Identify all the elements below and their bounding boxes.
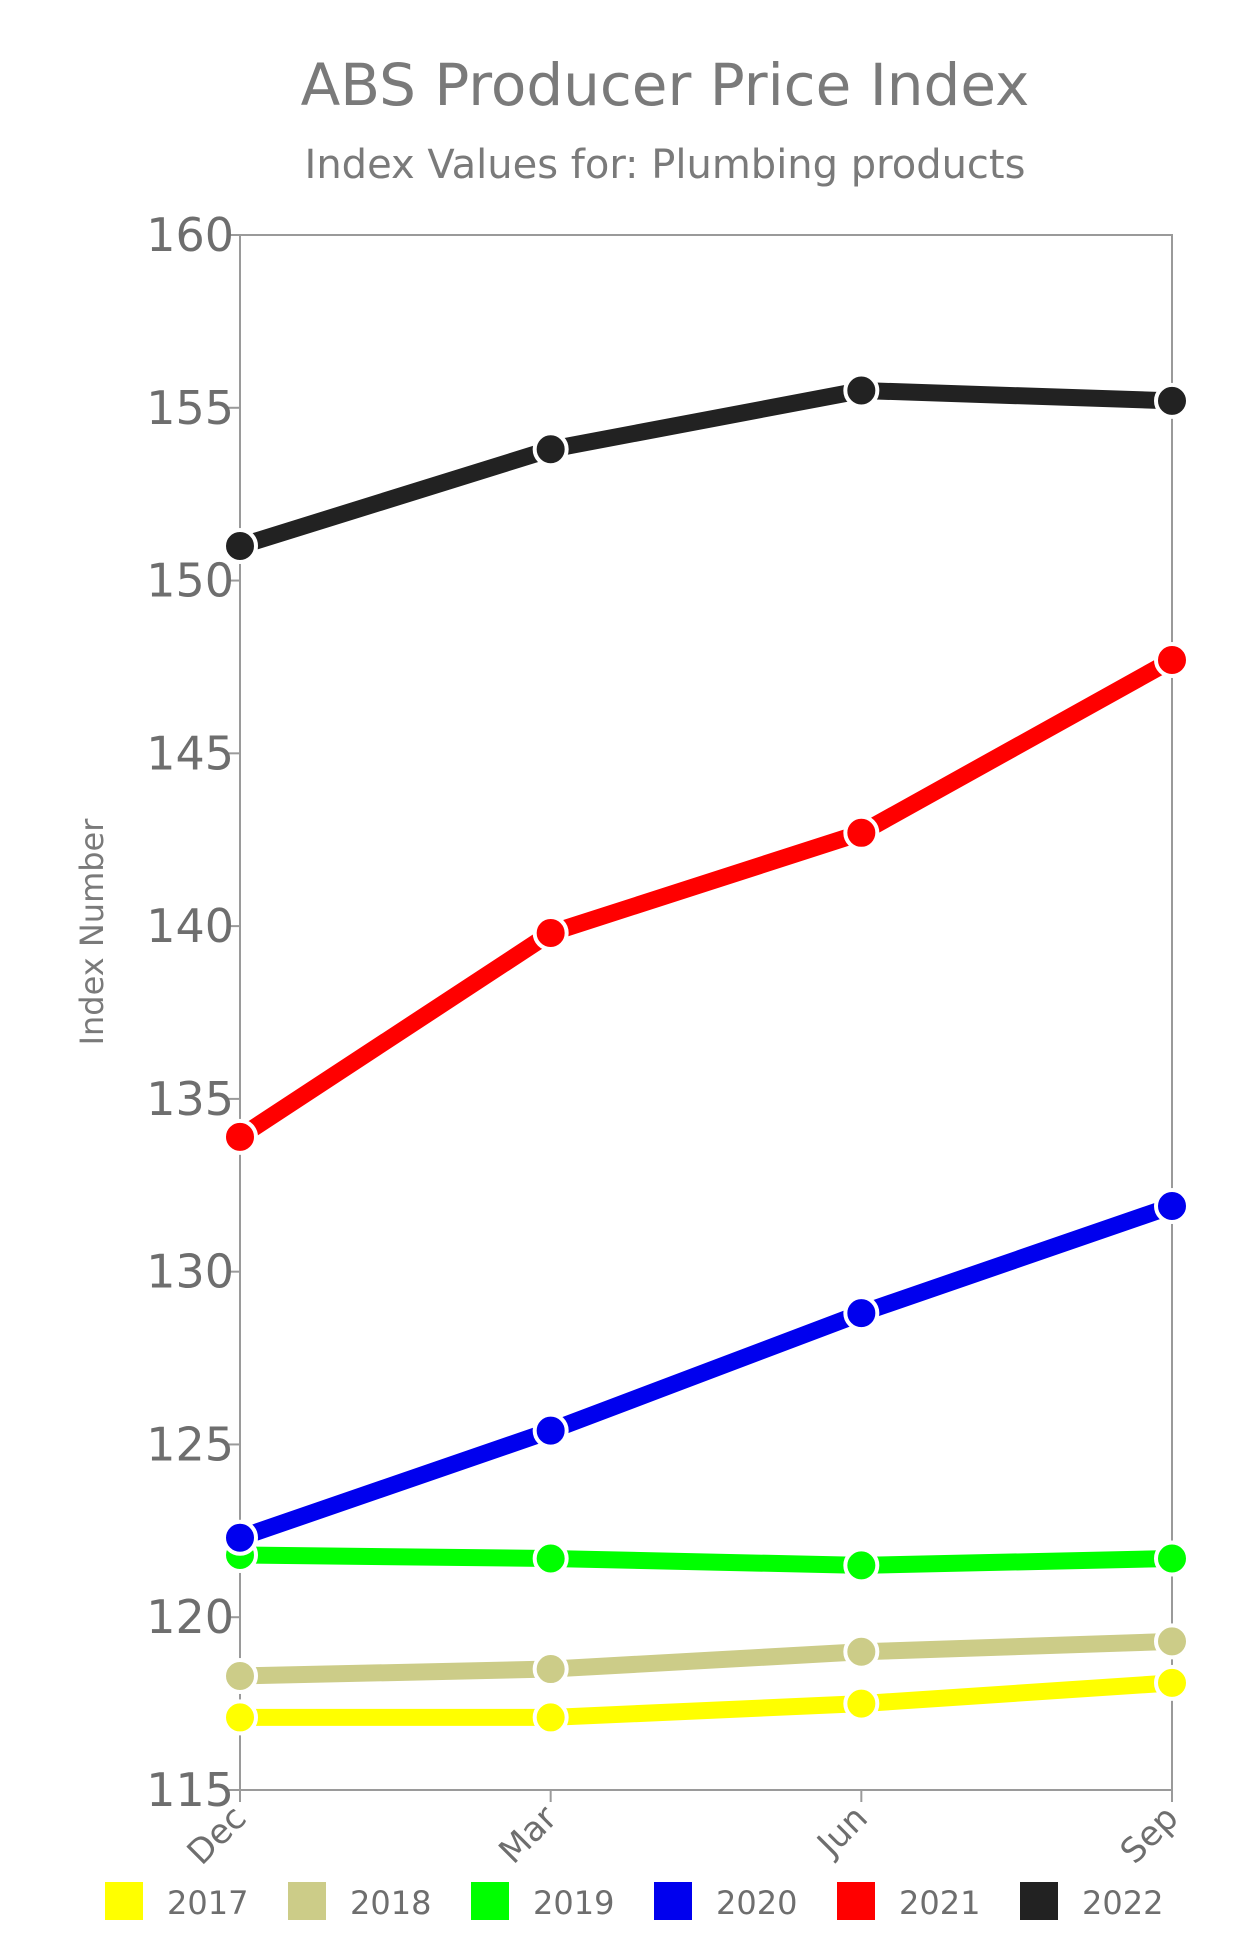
data-point[interactable] xyxy=(843,1547,880,1584)
data-point[interactable] xyxy=(843,1685,880,1722)
series-line xyxy=(231,1197,1181,1547)
data-point[interactable] xyxy=(843,1295,880,1332)
y-tick-label: 155 xyxy=(146,381,234,435)
legend-label: 2020 xyxy=(716,1884,797,1922)
series-2019 xyxy=(222,1537,1190,1584)
legend-item[interactable]: 2019 xyxy=(471,1882,614,1922)
y-tick-label: 115 xyxy=(146,1763,234,1817)
legend-item[interactable]: 2018 xyxy=(288,1882,431,1922)
x-tick-label: Jun xyxy=(808,1798,875,1865)
legend-label: 2019 xyxy=(533,1884,614,1922)
data-point[interactable] xyxy=(843,814,880,851)
y-tick-label: 140 xyxy=(146,899,234,953)
legend-swatch xyxy=(654,1882,692,1920)
data-point[interactable] xyxy=(843,1633,880,1670)
data-point[interactable] xyxy=(532,1699,569,1736)
y-tick-label: 130 xyxy=(146,1245,234,1299)
legend-label: 2018 xyxy=(350,1884,431,1922)
series-2020 xyxy=(222,1188,1190,1556)
data-point[interactable] xyxy=(222,528,258,564)
data-point[interactable] xyxy=(222,1657,258,1694)
y-tick-label: 135 xyxy=(146,1072,234,1126)
data-point[interactable] xyxy=(843,372,880,409)
data-point[interactable] xyxy=(532,1651,569,1688)
legend-item[interactable]: 2021 xyxy=(837,1882,980,1922)
legend: 2017 2018 2019 2020 2021 2022 xyxy=(105,1882,1163,1922)
legend-item[interactable]: 2020 xyxy=(654,1882,797,1922)
legend-swatch xyxy=(288,1882,326,1920)
chart-subtitle: Index Values for: Plumbing products xyxy=(305,142,1026,188)
y-tick-label: 145 xyxy=(146,726,234,780)
series-line xyxy=(231,1632,1181,1685)
series-line xyxy=(231,1674,1181,1726)
legend-item[interactable]: 2017 xyxy=(105,1882,248,1922)
data-point[interactable] xyxy=(1154,1540,1190,1577)
data-point[interactable] xyxy=(1154,1623,1190,1660)
x-tick-label: Sep xyxy=(1113,1798,1187,1872)
data-point[interactable] xyxy=(222,1519,258,1556)
y-tick-label: 150 xyxy=(146,554,234,608)
y-axis-label: Index Number xyxy=(73,818,111,1046)
data-point[interactable] xyxy=(532,431,569,468)
legend-label: 2021 xyxy=(899,1884,980,1922)
legend-item[interactable]: 2022 xyxy=(1020,1882,1163,1922)
series-2021 xyxy=(222,642,1190,1155)
y-tick-label: 125 xyxy=(146,1417,234,1471)
series-line xyxy=(231,382,1181,555)
legend-swatch xyxy=(105,1882,143,1920)
data-point[interactable] xyxy=(1154,642,1190,679)
series-line xyxy=(231,651,1181,1146)
series-layer xyxy=(222,372,1190,1736)
y-tick-label: 160 xyxy=(146,208,234,262)
data-point[interactable] xyxy=(532,1412,569,1449)
x-axis: Dec Mar Jun Sep xyxy=(180,1790,1187,1873)
data-point[interactable] xyxy=(1154,1188,1190,1225)
y-tick-label: 120 xyxy=(146,1590,234,1644)
series-2017 xyxy=(222,1664,1190,1736)
legend-swatch xyxy=(471,1882,509,1920)
legend-label: 2017 xyxy=(167,1884,248,1922)
data-point[interactable] xyxy=(1154,382,1190,419)
series-2018 xyxy=(222,1623,1190,1694)
legend-swatch xyxy=(837,1882,875,1920)
data-point[interactable] xyxy=(222,1118,258,1155)
plot-area-frame xyxy=(239,234,1173,1791)
data-point[interactable] xyxy=(222,1699,258,1736)
series-2022 xyxy=(222,372,1190,564)
data-point[interactable] xyxy=(1154,1664,1190,1701)
data-point[interactable] xyxy=(532,915,569,952)
data-point[interactable] xyxy=(532,1540,569,1577)
chart-title: ABS Producer Price Index xyxy=(301,51,1030,119)
x-tick-label: Mar xyxy=(491,1798,565,1872)
series-line xyxy=(231,1546,1181,1574)
legend-label: 2022 xyxy=(1082,1884,1163,1922)
legend-swatch xyxy=(1020,1882,1058,1920)
y-axis: 115 120 125 130 135 140 145 150 155 160 xyxy=(146,208,240,1817)
